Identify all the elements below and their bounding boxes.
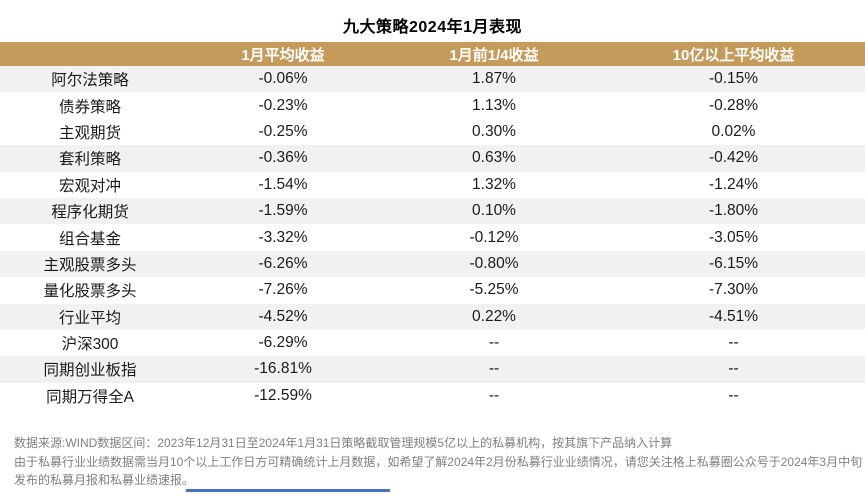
- jan-avg-return-cell: -16.81%: [254, 360, 312, 378]
- table-row: 沪深300 -6.29% -- --: [0, 330, 865, 356]
- strategy-name-cell: 沪深300: [61, 336, 119, 354]
- jan-avg-return-cell: -3.32%: [258, 228, 308, 246]
- jan-top-quartile-cell: 1.87%: [472, 70, 516, 88]
- strategy-name-cell: 主观期货: [58, 124, 121, 142]
- over-1b-avg-cell: -1.24%: [708, 175, 759, 193]
- over-1b-avg-cell: --: [728, 360, 739, 378]
- page-title: 九大策略2024年1月表现: [343, 19, 522, 36]
- footnotes: 数据来源:WIND数据区间：2023年12月31日至2024年1月31日策略截取…: [0, 434, 865, 490]
- table-row: 同期万得全A -12.59% -- --: [0, 383, 865, 409]
- strategy-name-cell: 程序化期货: [51, 204, 129, 222]
- table-body: 阿尔法策略 -0.06% 1.87% -0.15% 债券策略 -0.23% 1.13% -0.…: [0, 66, 865, 409]
- jan-avg-return-cell: -6.26%: [258, 254, 308, 272]
- table-row: 债券策略 -0.23% 1.13% -0.28%: [0, 92, 865, 118]
- over-1b-avg-cell: --: [728, 334, 739, 352]
- jan-top-quartile-cell: 0.10%: [472, 202, 516, 220]
- table-row: 阿尔法策略 -0.06% 1.87% -0.15%: [0, 66, 865, 93]
- table-row: 量化股票多头 -7.26% -5.25% -7.30%: [0, 277, 865, 303]
- jan-top-quartile-cell: --: [488, 360, 500, 378]
- bottom-blue-line: [186, 489, 390, 492]
- jan-top-quartile-cell: 1.13%: [472, 96, 516, 114]
- strategy-name-cell: 量化股票多头: [43, 283, 137, 301]
- header-jan-top-quartile-return: 1月前1/4收益: [386, 42, 602, 66]
- jan-top-quartile-cell: 1.32%: [472, 175, 516, 193]
- header-over-1b-avg-return: 10亿以上平均收益: [602, 42, 865, 66]
- footnote-data-source: 数据来源:WIND数据区间：2023年12月31日至2024年1月31日策略截取…: [14, 436, 673, 451]
- table-row: 宏观对冲 -1.54% 1.32% -1.24%: [0, 172, 865, 198]
- jan-top-quartile-cell: --: [488, 334, 500, 352]
- jan-avg-return-cell: -12.59%: [254, 386, 312, 404]
- header-strategy: [0, 42, 180, 66]
- table-header-row: 1月平均收益 1月前1/4收益 10亿以上平均收益: [0, 42, 865, 66]
- over-1b-avg-cell: -3.05%: [708, 228, 759, 246]
- jan-top-quartile-cell: -5.25%: [469, 281, 519, 299]
- jan-avg-return-cell: -0.23%: [258, 96, 308, 114]
- strategy-name-cell: 主观股票多头: [43, 256, 137, 274]
- over-1b-avg-cell: -4.51%: [708, 307, 759, 325]
- over-1b-avg-cell: -6.15%: [708, 254, 759, 272]
- jan-avg-return-cell: -1.59%: [258, 202, 308, 220]
- jan-avg-return-cell: -6.29%: [258, 334, 308, 352]
- jan-top-quartile-cell: --: [488, 386, 500, 404]
- footnote-disclaimer-line2: 发布的私募月报和私募业绩速报。: [14, 473, 195, 488]
- strategy-performance-table: 1月平均收益 1月前1/4收益 10亿以上平均收益 阿尔法策略 -0.06% 1.8…: [0, 42, 865, 409]
- strategy-name-cell: 同期创业板指: [43, 362, 137, 380]
- table-row: 程序化期货 -1.59% 0.10% -1.80%: [0, 197, 865, 225]
- strategy-name-cell: 同期万得全A: [46, 388, 134, 406]
- over-1b-avg-cell: 0.02%: [711, 122, 756, 140]
- over-1b-avg-cell: -1.80%: [708, 202, 759, 220]
- over-1b-avg-cell: --: [728, 386, 739, 404]
- footnote-disclaimer-line1: 由于私募行业业绩数据需当月10个以上工作日方可精确统计上月数据，如希望了解202…: [14, 454, 863, 469]
- strategy-name-cell: 组合基金: [58, 230, 121, 248]
- table-row: 同期创业板指 -16.81% -- --: [0, 356, 865, 383]
- over-1b-avg-cell: -0.42%: [708, 149, 759, 167]
- over-1b-avg-cell: -0.28%: [708, 96, 759, 114]
- jan-avg-return-cell: -0.36%: [258, 149, 308, 167]
- jan-top-quartile-cell: -0.12%: [469, 228, 519, 246]
- header-jan-avg-return: 1月平均收益: [180, 42, 386, 66]
- table-row: 主观股票多头 -6.26% -0.80% -6.15%: [0, 250, 865, 278]
- over-1b-avg-cell: -0.15%: [708, 70, 759, 88]
- jan-avg-return-cell: -1.54%: [258, 175, 308, 193]
- jan-top-quartile-cell: 0.63%: [472, 149, 516, 167]
- strategy-name-cell: 宏观对冲: [58, 177, 121, 195]
- strategy-name-cell: 行业平均: [58, 309, 121, 327]
- strategy-name-cell: 套利策略: [58, 151, 121, 169]
- jan-avg-return-cell: -0.25%: [258, 122, 308, 140]
- jan-top-quartile-cell: 0.22%: [472, 307, 516, 325]
- table-row: 主观期货 -0.25% 0.30% 0.02%: [0, 119, 865, 145]
- strategy-name-cell: 债券策略: [58, 98, 121, 116]
- jan-avg-return-cell: -0.06%: [258, 70, 308, 88]
- over-1b-avg-cell: -7.30%: [708, 281, 759, 299]
- jan-avg-return-cell: -7.26%: [258, 281, 308, 299]
- jan-top-quartile-cell: 0.30%: [472, 122, 516, 140]
- table-row: 行业平均 -4.52% 0.22% -4.51%: [0, 303, 865, 330]
- table-row: 套利策略 -0.36% 0.63% -0.42%: [0, 145, 865, 172]
- jan-top-quartile-cell: -0.80%: [469, 254, 519, 272]
- jan-avg-return-cell: -4.52%: [258, 307, 308, 325]
- strategy-name-cell: 阿尔法策略: [51, 72, 129, 90]
- table-row: 组合基金 -3.32% -0.12% -3.05%: [0, 224, 865, 250]
